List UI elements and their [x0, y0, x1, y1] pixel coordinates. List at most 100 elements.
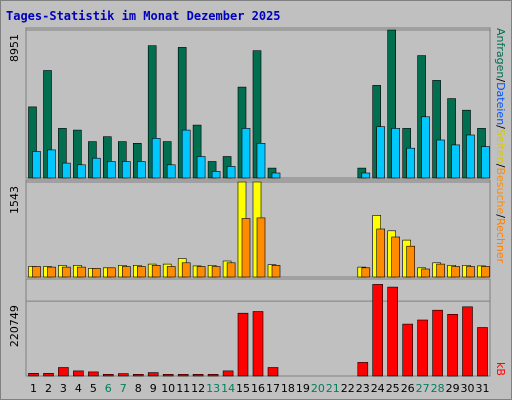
bar-bottom-kb-day-16 [252, 311, 264, 377]
bar-middle-besuche-day-8 [137, 266, 146, 278]
bar-bottom-kb-day-7 [118, 373, 129, 377]
bar-bottom-kb-day-29 [447, 313, 458, 377]
bar-middle-besuche-day-27 [421, 268, 430, 278]
panel-middle: 1543 [8, 179, 491, 278]
bar-bottom-kb-day-15 [237, 312, 249, 377]
bar-bottom-kb-day-24 [372, 284, 384, 377]
day-label-27: 27 [416, 382, 430, 395]
panel-bottom-max-label: 220749 [8, 305, 21, 347]
day-label-24: 24 [371, 382, 385, 395]
bar-bottom-kb-day-30 [462, 306, 473, 377]
bar-middle-besuche-day-25 [391, 236, 401, 278]
bar-bottom-kb-day-27 [417, 319, 428, 377]
bar-top-dateien-day-25 [391, 128, 401, 179]
day-label-30: 30 [461, 382, 475, 395]
day-label-19: 19 [296, 382, 310, 395]
day-label-3: 3 [60, 382, 67, 395]
bar-bottom-kb-day-12 [192, 373, 204, 377]
bar-top-dateien-day-12 [196, 156, 206, 179]
bar-top-dateien-day-9 [151, 138, 161, 179]
chart-panels: 8951 1543 220749 [8, 27, 491, 377]
bar-middle-besuche-day-31 [481, 266, 490, 278]
chart-title: Tages-Statistik im Monat Dezember 2025 [6, 9, 281, 23]
panel-top: 8951 [8, 27, 491, 179]
bar-top-dateien-day-28 [436, 139, 445, 179]
bar-bottom-kb-day-2 [43, 372, 54, 377]
side-legend-part: Besuche [494, 167, 507, 214]
bar-middle-besuche-day-30 [466, 266, 475, 278]
bar-middle-besuche-day-14 [226, 262, 236, 278]
bar-middle-besuche-day-4 [77, 266, 86, 278]
bar-bottom-kb-day-9 [147, 372, 159, 377]
side-legend-part: Seiten [494, 129, 507, 164]
bar-bottom-kb-day-5 [88, 371, 99, 377]
bar-middle-besuche-day-29 [451, 266, 460, 278]
bar-middle-besuche-day-28 [436, 263, 445, 278]
day-label-11: 11 [176, 382, 190, 395]
bar-top-dateien-day-24 [376, 126, 386, 179]
bar-top-dateien-day-5 [92, 157, 101, 179]
bar-middle-besuche-day-23 [361, 267, 371, 278]
day-label-18: 18 [281, 382, 295, 395]
bar-bottom-kb-day-25 [387, 286, 399, 377]
bar-bottom-kb-day-14 [222, 370, 234, 377]
side-legend-part: Anfragen [494, 28, 507, 78]
side-legend-part: / [494, 164, 507, 168]
bar-middle-besuche-day-3 [62, 266, 71, 278]
bar-bottom-kb-day-3 [58, 367, 69, 377]
bar-bottom-kb-day-8 [133, 373, 144, 377]
bar-middle-besuche-day-24 [376, 228, 386, 278]
bar-bottom-kb-day-4 [73, 370, 84, 377]
bar-middle-besuche-day-7 [122, 266, 131, 278]
day-label-1: 1 [30, 382, 37, 395]
bar-middle-besuche-day-6 [107, 267, 116, 278]
side-legend-part: / [494, 214, 507, 218]
bar-top-dateien-day-10 [166, 164, 176, 179]
side-legend-kb: kB [494, 362, 507, 376]
bar-bottom-kb-day-11 [177, 373, 189, 377]
bar-bottom-kb-day-6 [103, 373, 114, 377]
bar-bottom-kb-day-28 [432, 309, 443, 377]
bar-top-dateien-day-3 [62, 162, 71, 179]
panel-middle-max-label: 1543 [8, 186, 21, 214]
bar-top-dateien-day-2 [47, 149, 56, 179]
day-label-29: 29 [446, 382, 460, 395]
bar-bottom-kb-day-23 [357, 362, 369, 377]
bar-middle-besuche-day-12 [196, 266, 206, 278]
side-legend-part: Rechner [494, 218, 507, 264]
day-label-23: 23 [356, 382, 370, 395]
day-label-16: 16 [251, 382, 265, 395]
bar-middle-besuche-day-2 [47, 266, 56, 278]
day-label-15: 15 [236, 382, 250, 395]
bar-middle-besuche-day-15 [241, 218, 251, 278]
bar-top-dateien-day-8 [137, 161, 146, 179]
bar-top-dateien-day-26 [406, 147, 416, 179]
day-label-13: 13 [206, 382, 220, 395]
bar-bottom-kb-day-26 [402, 323, 414, 377]
bar-bottom-kb-day-1 [28, 372, 39, 377]
bar-bottom-kb-day-31 [477, 327, 488, 377]
x-axis-day-labels: 1 2 3 4 5 6 7 8 9 10 11 12 13 14 15 16 17 18 19 20 21 22 23 24 2… [30, 382, 490, 395]
bar-middle-besuche-day-1 [32, 266, 41, 278]
bar-top-dateien-day-16 [256, 143, 266, 179]
bar-middle-besuche-day-16 [256, 217, 266, 278]
bar-middle-besuche-day-10 [166, 266, 176, 278]
bar-top-dateien-day-17 [271, 172, 281, 179]
bar-bottom-kb-day-10 [162, 373, 174, 377]
side-legend-part: / [494, 78, 507, 82]
day-label-28: 28 [431, 382, 445, 395]
bar-top-dateien-day-27 [421, 116, 430, 179]
bar-top-dateien-day-1 [32, 151, 41, 179]
bar-top-dateien-day-7 [122, 161, 131, 179]
day-label-12: 12 [191, 382, 205, 395]
bar-middle-besuche-day-26 [406, 245, 416, 278]
side-legend-part: / [494, 125, 507, 129]
bar-top-dateien-day-30 [466, 134, 475, 179]
day-label-2: 2 [45, 382, 52, 395]
bar-top-dateien-day-11 [181, 129, 191, 179]
bar-top-dateien-day-23 [361, 172, 371, 179]
panel-bottom: 220749 [8, 278, 491, 377]
day-label-25: 25 [386, 382, 400, 395]
day-label-14: 14 [221, 382, 235, 395]
